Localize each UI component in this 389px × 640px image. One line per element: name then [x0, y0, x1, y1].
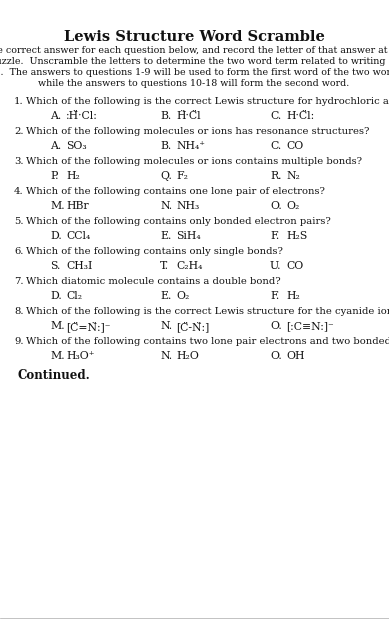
Text: 2.: 2.	[14, 127, 23, 136]
Text: D.: D.	[50, 231, 62, 241]
Text: 6.: 6.	[14, 247, 23, 256]
Text: [C̈=N̈:]⁻: [C̈=N̈:]⁻	[66, 321, 110, 332]
Text: NH₄⁺: NH₄⁺	[176, 141, 205, 151]
Text: S.: S.	[50, 261, 60, 271]
Text: T.: T.	[160, 261, 169, 271]
Text: while the answers to questions 10-18 will form the second word.: while the answers to questions 10-18 wil…	[39, 79, 350, 88]
Text: Which of the following is the correct Lewis structure for the cyanide ion, CN-?: Which of the following is the correct Le…	[26, 307, 389, 316]
Text: H₂: H₂	[286, 291, 300, 301]
Text: M.: M.	[50, 201, 65, 211]
Text: [C̈-N̈:]: [C̈-N̈:]	[176, 321, 209, 332]
Text: the puzzle.  Unscramble the letters to determine the two word term related to wr: the puzzle. Unscramble the letters to de…	[0, 57, 389, 66]
Text: O.: O.	[270, 351, 282, 361]
Text: Which of the following contains only bonded electron pairs?: Which of the following contains only bon…	[26, 217, 331, 226]
Text: :Ḧ·Cl:: :Ḧ·Cl:	[66, 111, 98, 121]
Text: P.: P.	[50, 171, 58, 181]
Text: CCl₄: CCl₄	[66, 231, 90, 241]
Text: C.: C.	[270, 141, 281, 151]
Text: H₂S: H₂S	[286, 231, 307, 241]
Text: Which of the following contains only single bonds?: Which of the following contains only sin…	[26, 247, 283, 256]
Text: F₂: F₂	[176, 171, 188, 181]
Text: A.: A.	[50, 111, 61, 121]
Text: CO: CO	[286, 261, 303, 271]
Text: Which of the following contains one lone pair of electrons?: Which of the following contains one lone…	[26, 187, 325, 196]
Text: H·C̈l:: H·C̈l:	[286, 111, 314, 121]
Text: Which of the following molecules or ions has resonance structures?: Which of the following molecules or ions…	[26, 127, 370, 136]
Text: A.: A.	[50, 141, 61, 151]
Text: H₂: H₂	[66, 171, 80, 181]
Text: Which of the following contains two lone pair electrons and two bonded pairs?: Which of the following contains two lone…	[26, 337, 389, 346]
Text: R.: R.	[270, 171, 282, 181]
Text: Choose the correct answer for each question below, and record the letter of that: Choose the correct answer for each quest…	[0, 46, 389, 55]
Text: 4.: 4.	[14, 187, 24, 196]
Text: O.: O.	[270, 321, 282, 331]
Text: Which of the following molecules or ions contains multiple bonds?: Which of the following molecules or ions…	[26, 157, 362, 166]
Text: O.: O.	[270, 201, 282, 211]
Text: 9.: 9.	[14, 337, 23, 346]
Text: H₃O⁺: H₃O⁺	[66, 351, 95, 361]
Text: D.: D.	[50, 291, 62, 301]
Text: SiH₄: SiH₄	[176, 231, 201, 241]
Text: OH: OH	[286, 351, 305, 361]
Text: Cl₂: Cl₂	[66, 291, 82, 301]
Text: N.: N.	[160, 321, 172, 331]
Text: F.: F.	[270, 291, 279, 301]
Text: Which of the following is the correct Lewis structure for hydrochloric acid?: Which of the following is the correct Le…	[26, 97, 389, 106]
Text: 8.: 8.	[14, 307, 23, 316]
Text: C.: C.	[270, 111, 281, 121]
Text: E.: E.	[160, 231, 172, 241]
Text: Continued.: Continued.	[18, 369, 91, 382]
Text: CH₃I: CH₃I	[66, 261, 92, 271]
Text: structures.  The answers to questions 1-9 will be used to form the first word of: structures. The answers to questions 1-9…	[0, 68, 389, 77]
Text: [:C≡N:]⁻: [:C≡N:]⁻	[286, 321, 334, 331]
Text: SO₃: SO₃	[66, 141, 87, 151]
Text: 5.: 5.	[14, 217, 23, 226]
Text: Q.: Q.	[160, 171, 172, 181]
Text: F.: F.	[270, 231, 279, 241]
Text: N.: N.	[160, 351, 172, 361]
Text: C₂H₄: C₂H₄	[176, 261, 202, 271]
Text: B.: B.	[160, 141, 171, 151]
Text: O₂: O₂	[286, 201, 300, 211]
Text: Ḧ·C̈l: Ḧ·C̈l	[176, 111, 201, 121]
Text: N.: N.	[160, 201, 172, 211]
Text: 3.: 3.	[14, 157, 23, 166]
Text: Which diatomic molecule contains a double bond?: Which diatomic molecule contains a doubl…	[26, 277, 280, 286]
Text: N₂: N₂	[286, 171, 300, 181]
Text: M.: M.	[50, 351, 65, 361]
Text: 7.: 7.	[14, 277, 23, 286]
Text: O₂: O₂	[176, 291, 189, 301]
Text: 1.: 1.	[14, 97, 24, 106]
Text: M.: M.	[50, 321, 65, 331]
Text: HBr: HBr	[66, 201, 89, 211]
Text: Lewis Structure Word Scramble: Lewis Structure Word Scramble	[63, 30, 324, 44]
Text: NH₃: NH₃	[176, 201, 199, 211]
Text: E.: E.	[160, 291, 172, 301]
Text: B.: B.	[160, 111, 171, 121]
Text: H₂O: H₂O	[176, 351, 199, 361]
Text: U.: U.	[270, 261, 282, 271]
Text: CO: CO	[286, 141, 303, 151]
